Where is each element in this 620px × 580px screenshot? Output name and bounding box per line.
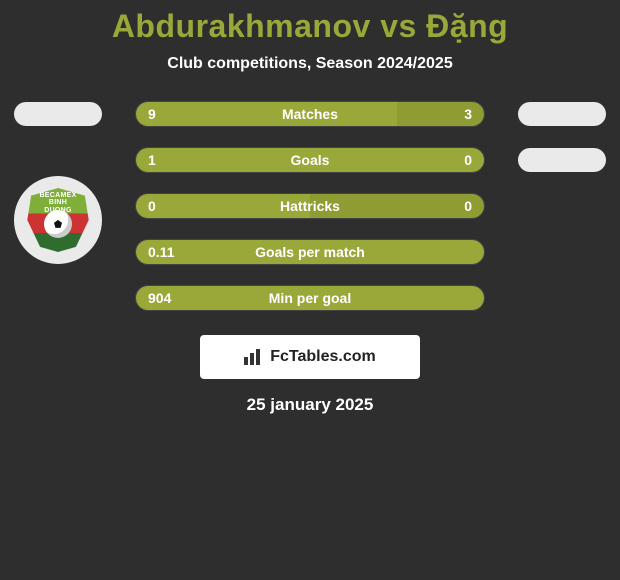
soccer-ball-icon <box>44 210 72 238</box>
subtitle: Club competitions, Season 2024/2025 <box>0 55 620 73</box>
club-logo-left: BECAMEX BINH DUONG FC <box>14 176 102 264</box>
stat-bar-left: 1 <box>136 148 484 172</box>
stat-bar: 00Hattricks <box>135 193 485 219</box>
stat-value-left: 0.11 <box>148 244 174 260</box>
stat-row: 93Matches <box>0 91 620 137</box>
stat-bar-left: 0.11 <box>136 240 484 264</box>
bar-chart-icon <box>244 347 264 367</box>
date-label: 25 january 2025 <box>0 395 620 415</box>
stat-bar: 93Matches <box>135 101 485 127</box>
stat-bar-left: 0 <box>136 194 310 218</box>
player-badge-left <box>14 102 102 126</box>
stat-bar: 0.11Goals per match <box>135 239 485 265</box>
player-badge-right <box>518 102 606 126</box>
player-badge-right <box>518 148 606 172</box>
stat-bar-left: 904 <box>136 286 484 310</box>
stat-value-right: 0 <box>464 152 472 168</box>
stat-value-right: 0 <box>464 198 472 214</box>
stat-bar: 10Goals <box>135 147 485 173</box>
stat-value-right: 3 <box>464 106 472 122</box>
stat-bar-right: 0 <box>310 194 484 218</box>
stat-value-left: 904 <box>148 290 171 306</box>
attribution-badge[interactable]: FcTables.com <box>200 335 420 379</box>
stat-bar-left: 9 <box>136 102 397 126</box>
page-title: Abdurakhmanov vs Đặng <box>0 0 620 45</box>
stat-value-left: 1 <box>148 152 156 168</box>
stat-bar-right: 3 <box>397 102 484 126</box>
stat-row: 10Goals <box>0 137 620 183</box>
stat-bar: 904Min per goal <box>135 285 485 311</box>
stat-row: 904Min per goal <box>0 275 620 321</box>
stat-value-left: 9 <box>148 106 156 122</box>
attribution-text: FcTables.com <box>270 348 376 366</box>
stat-value-left: 0 <box>148 198 156 214</box>
